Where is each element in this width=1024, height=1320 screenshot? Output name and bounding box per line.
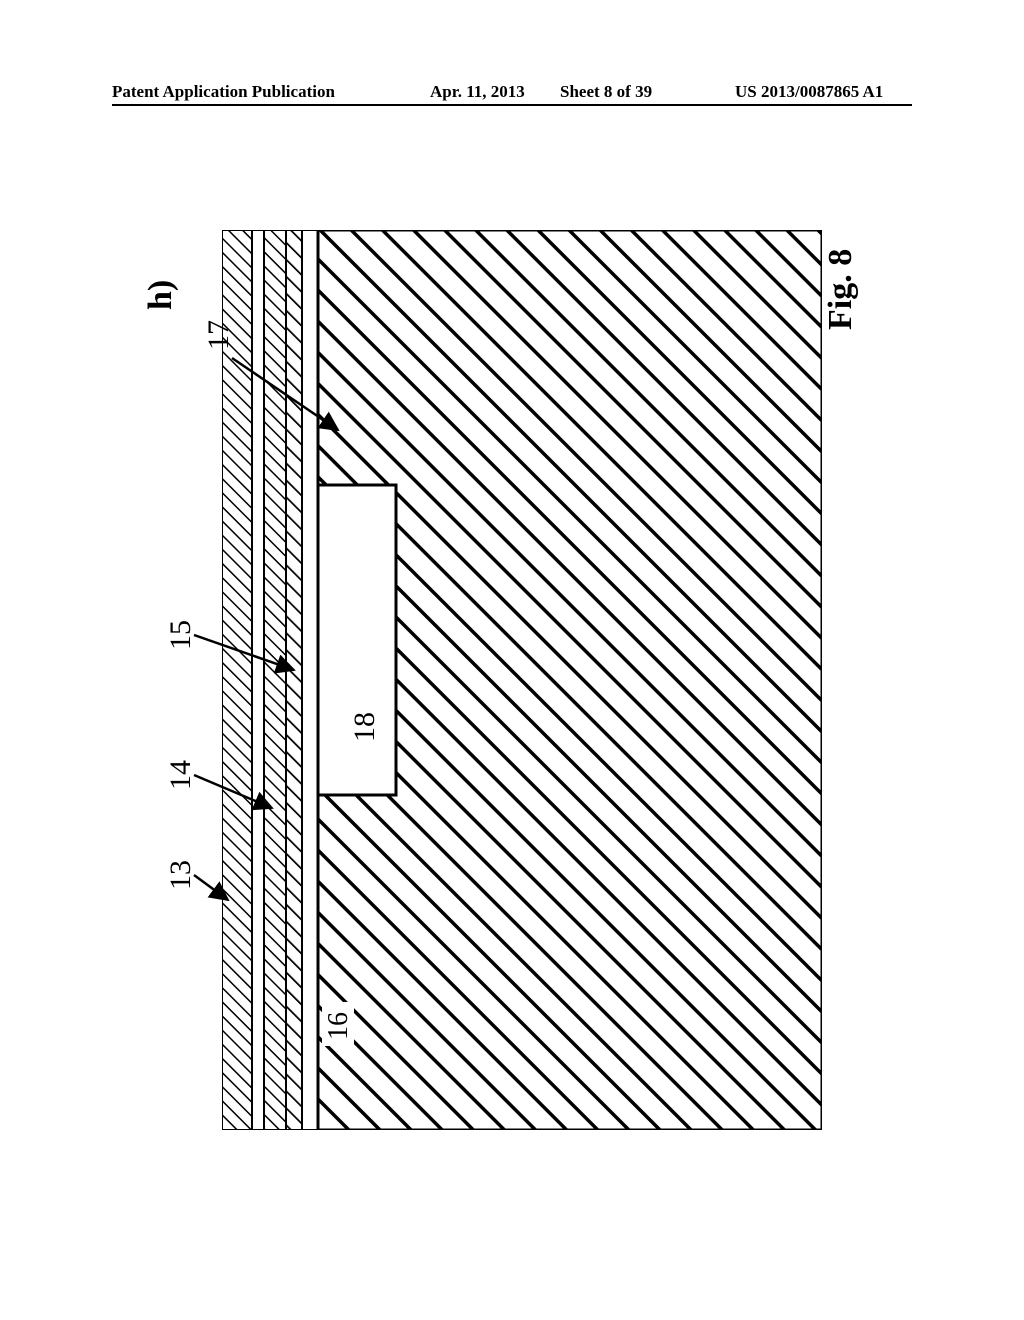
figure-container: h) Fig. 8 13 14 15 17: [112, 140, 912, 1200]
publication-date: Apr. 11, 2013: [430, 82, 525, 102]
diagram: h) Fig. 8 13 14 15 17: [122, 180, 902, 1180]
leader-14: [194, 775, 272, 808]
leader-17: [232, 358, 338, 430]
leader-lines: [122, 180, 902, 1180]
sheet-number: Sheet 8 of 39: [560, 82, 652, 102]
publication-type: Patent Application Publication: [112, 82, 335, 102]
publication-number: US 2013/0087865 A1: [735, 82, 883, 102]
leader-15: [194, 635, 294, 670]
page: Patent Application Publication Apr. 11, …: [0, 0, 1024, 1320]
leader-13: [194, 875, 228, 900]
header-rule: [112, 104, 912, 106]
